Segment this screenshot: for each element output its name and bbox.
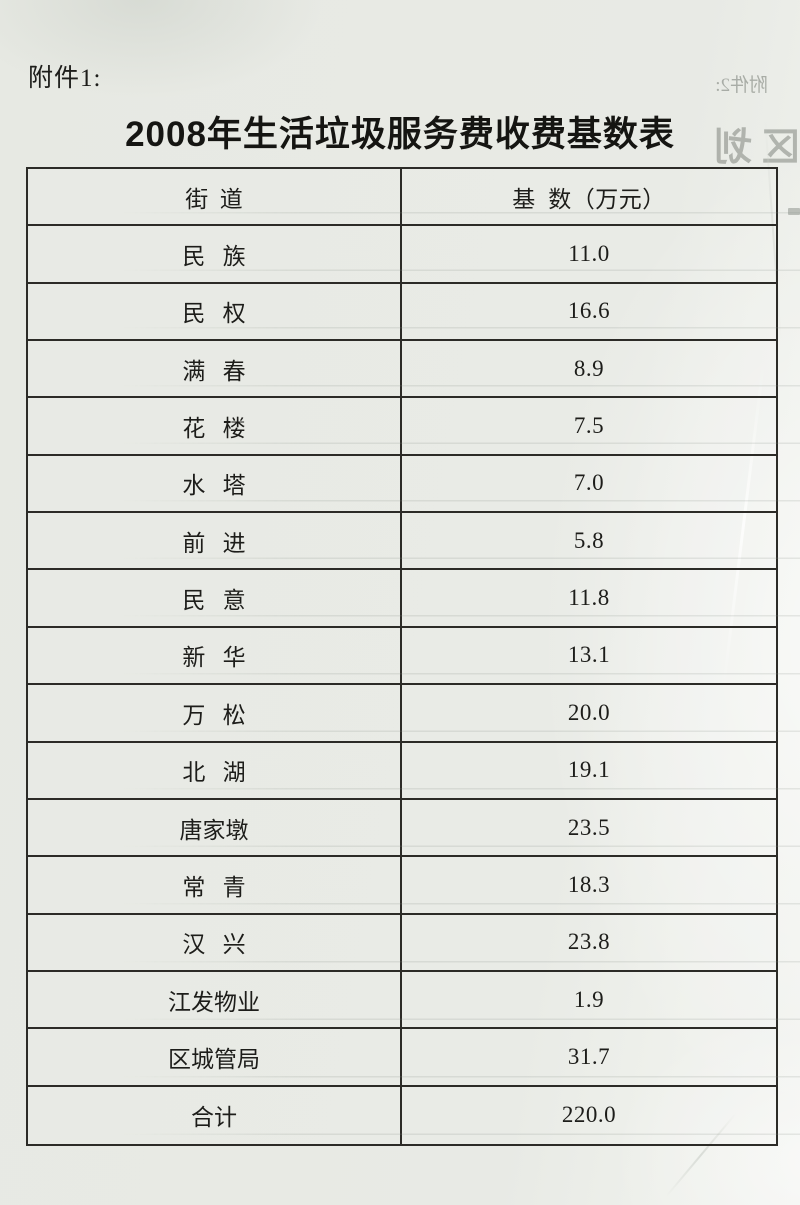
table-row: 民 权 16.6 — [28, 283, 776, 342]
street-name-cell: 前 进 — [28, 513, 402, 569]
street-name-cell: 唐家墩 — [28, 799, 402, 856]
table-total-row: 合计 220.0 — [28, 1086, 776, 1144]
header-cell-base: 基 数（万元） — [512, 186, 666, 212]
street-name-cell: 区城管局 — [28, 1029, 402, 1085]
base-value-cell: 11.0 — [568, 241, 610, 267]
table-row: 江发物业 1.9 — [28, 971, 776, 1030]
table-row: 前 进 5.8 — [28, 513, 776, 571]
page-title: 2008年生活垃圾服务费收费基数表 — [125, 115, 675, 154]
street-name-cell: 万 松 — [28, 685, 402, 741]
street-name-cell: 民 意 — [28, 570, 402, 626]
base-value-cell: 1.9 — [573, 986, 605, 1012]
street-name-cell: 北 湖 — [28, 742, 402, 798]
street-name-cell: 水 塔 — [28, 455, 402, 512]
base-value-cell: 11.8 — [568, 585, 610, 611]
street-name-cell: 新 华 — [28, 627, 402, 684]
street-name-cell: 满 春 — [28, 341, 402, 397]
base-value-cell: 23.8 — [567, 929, 611, 955]
table-header-row: 街 道 基 数（万元） — [28, 169, 776, 227]
fee-base-table: 街 道 基 数（万元） 民 族 11.0 民 权 16.6 满 春 8.9 花 … — [26, 167, 778, 1146]
table-row: 区城管局 31.7 — [28, 1029, 776, 1087]
table-row: 唐家墩 23.5 — [28, 799, 776, 858]
table-row: 常 青 18.3 — [28, 857, 776, 915]
table-row: 汉 兴 23.8 — [28, 914, 776, 972]
base-value-cell: 16.6 — [567, 298, 611, 324]
bleedthrough-attachment2-label: 附件2: — [715, 75, 768, 96]
table-row: 民 意 11.8 — [28, 570, 776, 628]
attachment-label: 附件1: — [28, 65, 102, 92]
table-row: 满 春 8.9 — [28, 341, 776, 399]
header-cell-street: 街 道 — [28, 169, 402, 225]
street-name-cell: 江发物业 — [28, 971, 402, 1028]
street-name-cell: 花 楼 — [28, 398, 402, 454]
base-value-cell: 13.1 — [567, 642, 611, 668]
base-value-cell: 7.0 — [573, 470, 605, 496]
table-row: 花 楼 7.5 — [28, 398, 776, 456]
bleedthrough-mark — [788, 208, 800, 215]
table-row: 水 塔 7.0 — [28, 455, 776, 514]
street-name-cell: 汉 兴 — [28, 914, 402, 970]
table-row: 民 族 11.0 — [28, 226, 776, 284]
table-row: 万 松 20.0 — [28, 685, 776, 743]
total-label-cell: 合计 — [28, 1086, 402, 1144]
base-value-cell: 5.8 — [573, 527, 605, 553]
total-value-cell: 220.0 — [561, 1102, 617, 1128]
street-name-cell: 常 青 — [28, 857, 402, 913]
base-value-cell: 18.3 — [567, 871, 611, 897]
base-value-cell: 20.0 — [567, 699, 611, 725]
base-value-cell: 7.5 — [573, 413, 605, 439]
base-value-cell: 8.9 — [573, 355, 605, 381]
base-value-cell: 19.1 — [567, 757, 611, 783]
street-name-cell: 民 权 — [28, 283, 402, 340]
table-row: 新 华 13.1 — [28, 627, 776, 686]
base-value-cell: 23.5 — [567, 814, 611, 840]
base-value-cell: 31.7 — [567, 1043, 611, 1069]
street-name-cell: 民 族 — [28, 226, 402, 282]
table-row: 北 湖 19.1 — [28, 742, 776, 800]
